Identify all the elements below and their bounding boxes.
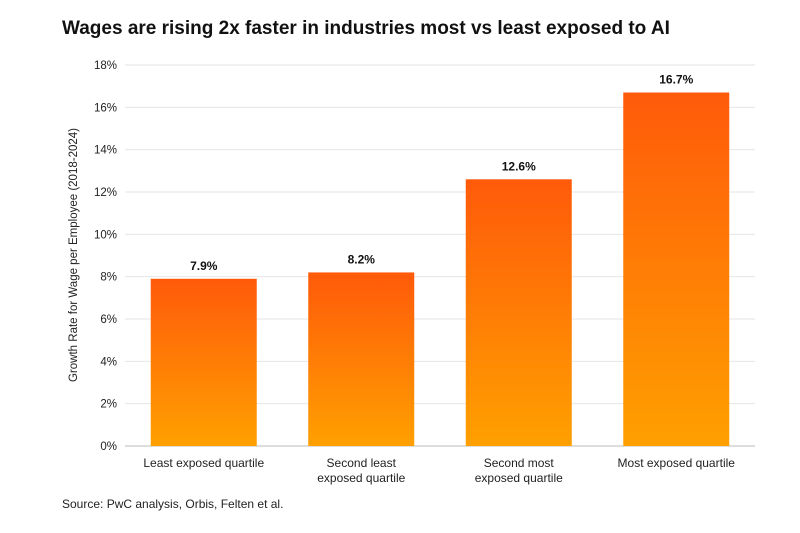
bar-value-label: 7.9% xyxy=(190,259,218,273)
x-tick-label-line: exposed quartile xyxy=(475,471,563,485)
bar xyxy=(623,92,730,447)
y-tick-label: 0% xyxy=(100,441,117,453)
x-tick-label: Second most exposed quartile xyxy=(475,456,563,485)
y-tick-label: 2% xyxy=(100,399,117,411)
y-tick-label: 8% xyxy=(100,272,117,284)
bar xyxy=(308,272,415,446)
chart-title: Wages are rising 2x faster in industries… xyxy=(62,18,670,39)
bar-value-label: 12.6% xyxy=(502,159,536,173)
y-tick-label: 18% xyxy=(94,60,117,72)
x-tick-label-line: Second least xyxy=(327,456,397,470)
y-tick-label: 12% xyxy=(94,187,117,199)
bar xyxy=(465,179,572,447)
x-tick-label: Least exposed quartile xyxy=(143,456,264,470)
x-tick-label: Most exposed quartile xyxy=(618,456,736,470)
source-note: Source: PwC analysis, Orbis, Felten et a… xyxy=(62,497,284,511)
x-tick-label-line: Most exposed quartile xyxy=(618,456,736,470)
bar xyxy=(150,278,257,446)
bar-value-label: 16.7% xyxy=(659,73,693,87)
y-tick-label: 14% xyxy=(94,145,117,157)
x-tick-label-line: exposed quartile xyxy=(317,471,405,485)
x-tick-label-line: Least exposed quartile xyxy=(143,456,264,470)
x-tick-label-line: Second most xyxy=(484,456,555,470)
x-tick-label: Second least exposed quartile xyxy=(317,456,405,485)
y-tick-label: 10% xyxy=(94,229,117,241)
y-tick-label: 6% xyxy=(100,314,117,326)
bar-value-label: 8.2% xyxy=(348,252,376,266)
y-tick-label: 16% xyxy=(94,102,117,114)
y-tick-label: 4% xyxy=(100,356,117,368)
